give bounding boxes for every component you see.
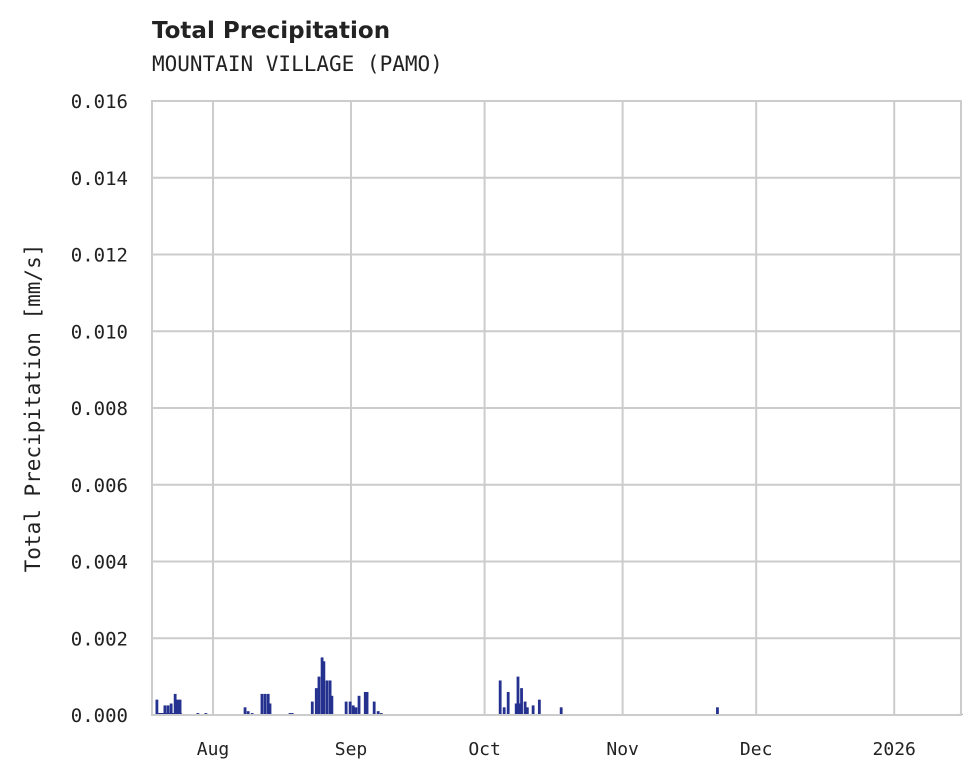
precip-bar xyxy=(351,705,355,715)
precip-bar xyxy=(520,688,523,715)
precip-bar xyxy=(330,695,334,715)
precip-bar xyxy=(320,657,324,715)
precip-bar xyxy=(310,701,314,715)
y-tick-label: 0.000 xyxy=(71,705,128,727)
x-tick-label: Nov xyxy=(606,739,639,760)
precip-bar xyxy=(365,691,369,715)
x-tick-label: Sep xyxy=(335,739,368,760)
y-tick-label: 0.012 xyxy=(71,245,128,267)
y-tick-label: 0.014 xyxy=(71,168,128,190)
precip-bar xyxy=(314,688,318,715)
plot-frame xyxy=(151,100,962,716)
y-tick-label: 0.006 xyxy=(71,475,128,497)
precip-bar xyxy=(176,699,180,715)
x-tick-label: Aug xyxy=(197,739,230,760)
y-tick-label: 0.004 xyxy=(71,552,128,574)
precip-bar xyxy=(173,693,177,715)
precip-bar xyxy=(260,693,264,715)
precip-bar xyxy=(514,703,518,715)
precip-bar xyxy=(372,701,376,715)
precip-bar xyxy=(537,699,541,715)
chart-title: Total Precipitation xyxy=(152,18,391,44)
precip-bar xyxy=(354,707,358,715)
x-tick-label: 2026 xyxy=(873,739,916,760)
precip-bar xyxy=(328,680,332,715)
precip-bar xyxy=(716,707,719,715)
precip-bar xyxy=(243,707,247,715)
precip-bar xyxy=(268,703,272,715)
precip-bar xyxy=(322,661,326,715)
precip-bar xyxy=(498,680,502,715)
y-axis-label: Total Precipitation [mm/s] xyxy=(21,244,45,573)
precip-bar xyxy=(357,695,361,715)
precip-bar xyxy=(516,676,520,715)
x-tick-label: Oct xyxy=(468,739,501,760)
precip-bar xyxy=(523,701,527,715)
precip-bar xyxy=(376,711,380,715)
precip-bar xyxy=(166,705,170,715)
precip-bar xyxy=(531,705,535,715)
precip-bar xyxy=(325,680,329,715)
precip-bar xyxy=(363,691,367,715)
y-tick-label: 0.008 xyxy=(71,398,128,420)
precip-bar xyxy=(263,693,267,715)
chart-subtitle: MOUNTAIN VILLAGE (PAMO) xyxy=(152,52,443,76)
y-tick-label: 0.002 xyxy=(71,628,128,650)
precip-bar xyxy=(525,707,529,715)
precip-bar xyxy=(348,701,352,715)
precip-bar xyxy=(246,711,250,715)
y-tick-label: 0.010 xyxy=(71,321,128,343)
precip-bar xyxy=(266,693,270,715)
x-tick-label: Dec xyxy=(740,739,773,760)
precip-bar xyxy=(163,705,167,715)
precip-bar xyxy=(178,699,182,715)
precip-bar xyxy=(506,691,510,715)
precip-bar xyxy=(169,703,173,715)
precip-bar xyxy=(155,699,159,715)
y-tick-label: 0.016 xyxy=(71,91,128,113)
precip-bar xyxy=(517,703,521,715)
precip-bar xyxy=(502,707,506,715)
precip-bar xyxy=(559,707,563,715)
precip-bar xyxy=(317,676,321,715)
precip-bar xyxy=(344,701,348,715)
